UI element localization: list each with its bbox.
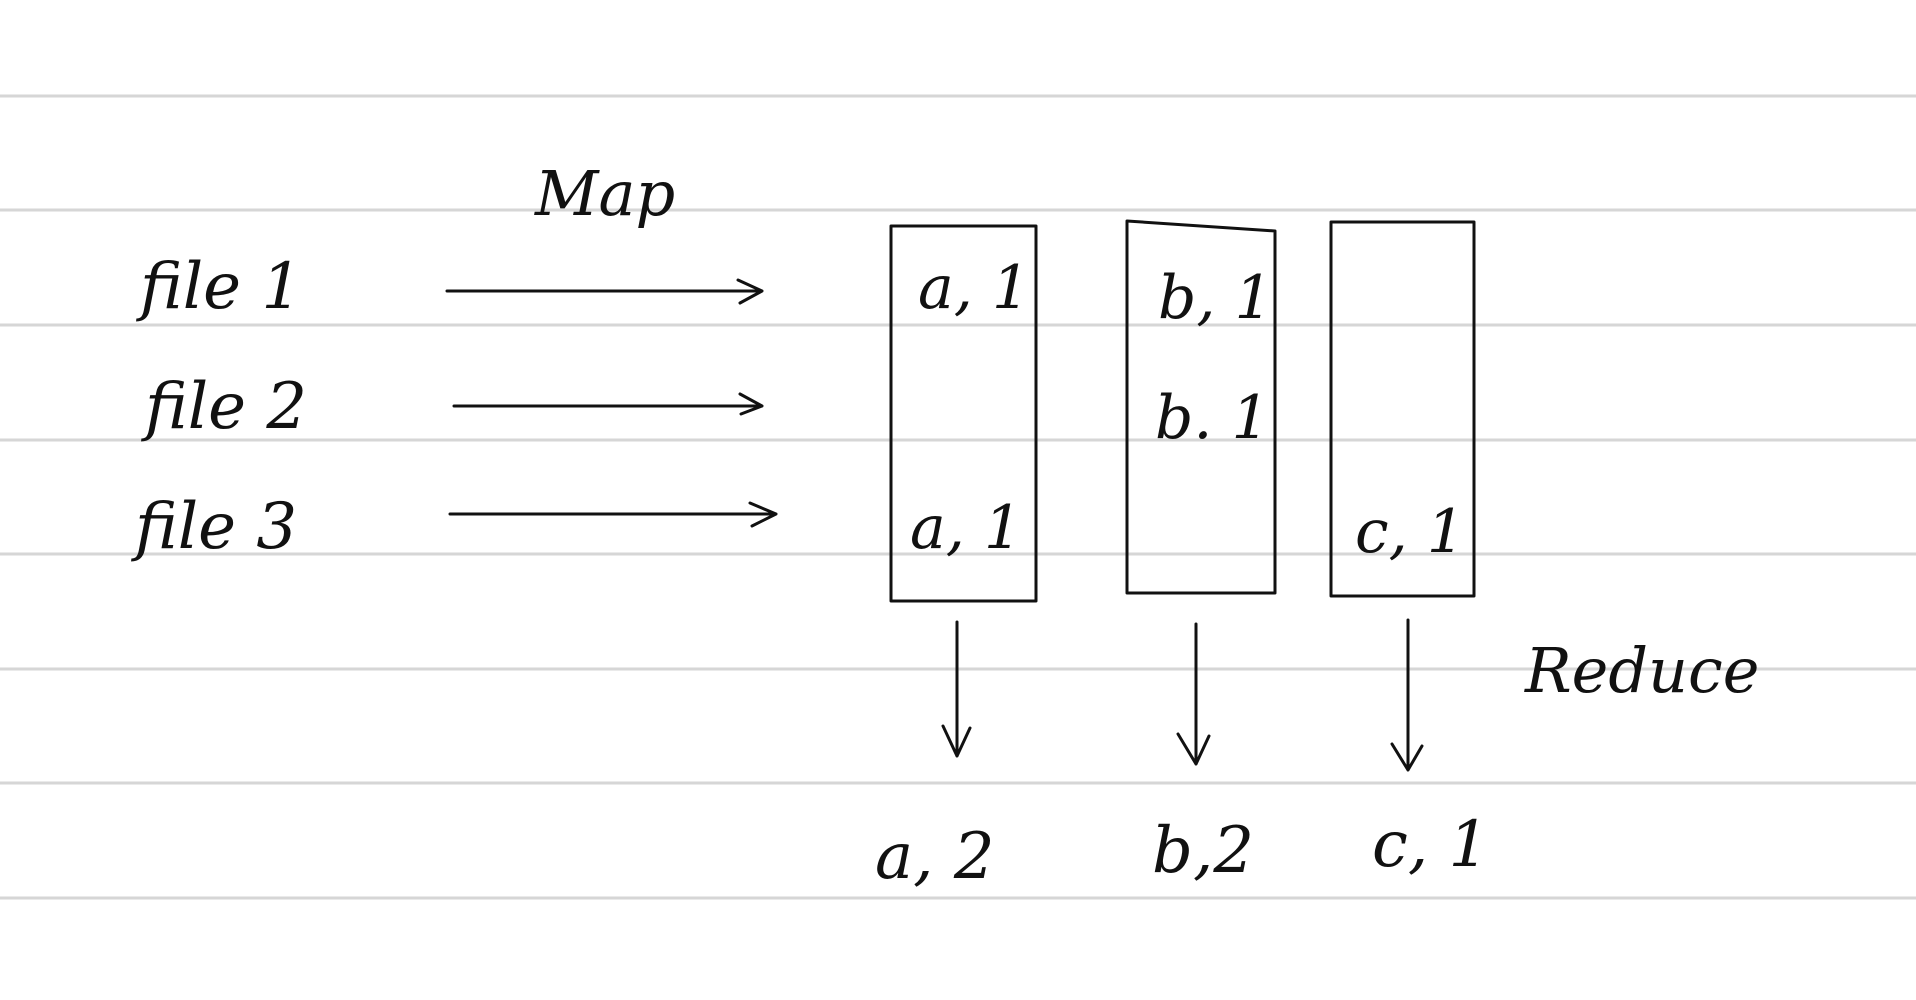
map-arrow-file-3 [448,501,778,528]
reduce-output: a, 2 [875,820,995,894]
reduce-output: c, 1 [1372,808,1489,882]
input-file-label: file 3 [131,490,297,564]
bucket-item: b. 1 [1155,383,1270,453]
input-file-label: file 1 [136,250,302,324]
bucket-item: b, 1 [1158,263,1273,333]
map-arrows [445,278,778,528]
reduce-output: b,2 [1152,814,1254,888]
reduce-arrow-c [1390,618,1424,772]
bucket-box-a [889,224,1038,603]
reduce-arrow-b [1176,622,1211,766]
bucket-item: c, 1 [1355,497,1465,567]
reduce-arrows [941,618,1424,772]
reduce-arrow-a [941,620,972,758]
map-arrow-file-2 [452,392,764,416]
reduce-stage-label: Reduce [1524,634,1759,707]
bucket-box-b [1125,219,1277,595]
map-arrow-file-1 [445,278,764,305]
map-stage-label: Map [534,157,675,230]
bucket-item: a, 1 [918,253,1030,323]
input-file-label: file 2 [141,370,307,444]
bucket-box-c [1329,220,1476,598]
bucket-item: a, 1 [910,493,1022,563]
